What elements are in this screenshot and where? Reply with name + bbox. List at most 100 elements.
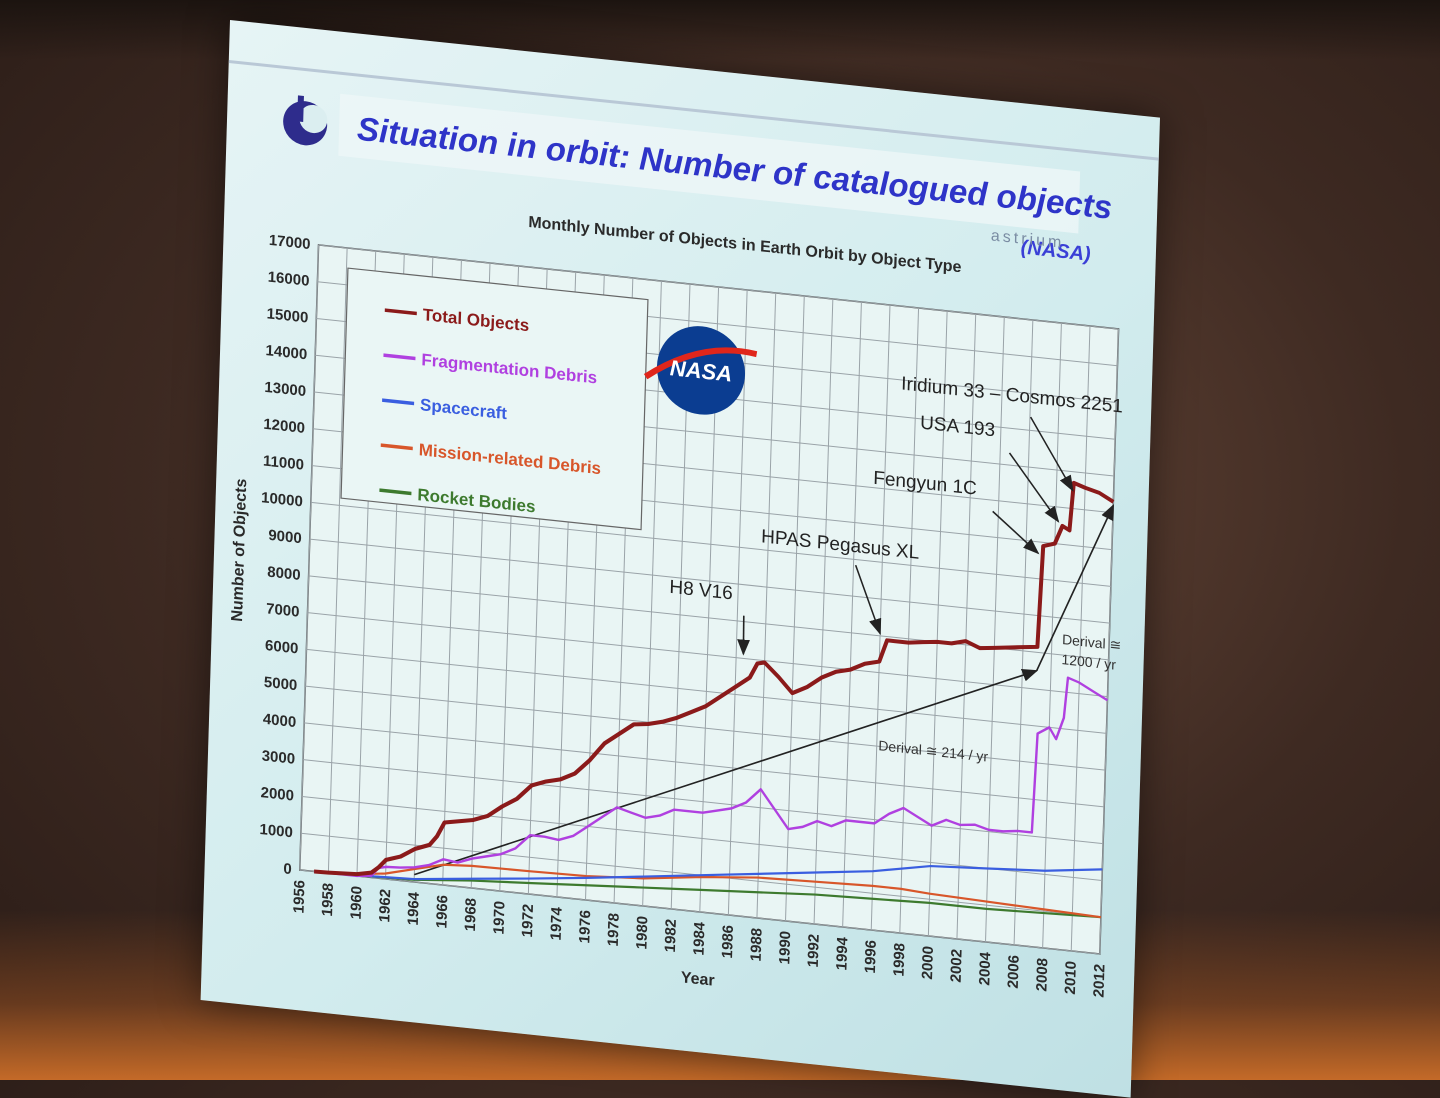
- y-gridline: [307, 612, 1108, 698]
- trend-arrow: [1035, 504, 1114, 672]
- slide-svg: Situation in orbit: Number of catalogued…: [228, 59, 1159, 998]
- y-gridline: [305, 685, 1106, 771]
- y-gridline: [306, 648, 1107, 734]
- x-tick-label: 1990: [776, 930, 794, 965]
- x-tick-label: 1994: [833, 936, 851, 972]
- y-tick-label: 3000: [261, 747, 295, 767]
- trend-arrow: [414, 668, 1039, 876]
- series-line: [314, 676, 1108, 878]
- x-tick-label: 1960: [348, 885, 366, 920]
- projected-slide: Situation in orbit: Number of catalogued…: [200, 20, 1161, 1098]
- y-tick-label: 17000: [269, 232, 311, 253]
- y-tick-label: 1000: [259, 821, 293, 841]
- y-tick-label: 14000: [265, 342, 307, 363]
- y-tick-label: 16000: [267, 269, 309, 290]
- series-line: [314, 480, 1115, 877]
- x-tick-label: 1992: [805, 933, 823, 968]
- y-tick-label: 2000: [260, 784, 294, 804]
- x-tick-label: 2008: [1033, 957, 1051, 992]
- x-gridline: [727, 289, 748, 916]
- x-gridline: [642, 280, 662, 907]
- x-tick-label: 1998: [891, 942, 909, 977]
- legend-swatch: [379, 488, 412, 496]
- x-gridline: [756, 292, 777, 919]
- legend-swatch: [384, 308, 417, 316]
- x-gridline: [1042, 322, 1062, 949]
- x-tick-label: 2010: [1062, 960, 1080, 995]
- x-axis-label: Year: [681, 968, 715, 989]
- x-gridline: [1013, 319, 1034, 946]
- annotation-arrow: [1029, 416, 1074, 492]
- x-gridline: [785, 295, 805, 922]
- x-tick-label: 2006: [1005, 954, 1023, 989]
- x-gridline: [842, 301, 862, 928]
- x-tick-label: 1962: [376, 888, 394, 923]
- chart-title: Monthly Number of Objects in Earth Orbit…: [528, 213, 962, 276]
- x-gridline: [327, 247, 348, 874]
- x-gridline: [813, 298, 834, 925]
- x-tick-label: 1986: [719, 924, 737, 959]
- series-line: [314, 864, 1103, 881]
- x-tick-label: 2004: [976, 951, 994, 987]
- title-band: [338, 93, 1081, 234]
- x-tick-label: 1982: [662, 918, 680, 953]
- y-tick-label: 10000: [261, 489, 303, 510]
- x-tick-label: 1984: [691, 921, 709, 957]
- y-gridline: [304, 722, 1105, 808]
- x-tick-label: 1976: [576, 909, 594, 944]
- x-gridline: [870, 304, 891, 931]
- y-tick-label: 9000: [268, 527, 302, 547]
- x-tick-label: 1980: [633, 915, 651, 950]
- legend-box: [340, 267, 649, 531]
- x-tick-label: 2000: [919, 945, 937, 980]
- y-tick-label: 7000: [266, 600, 300, 620]
- y-gridline: [301, 795, 1103, 881]
- x-gridline: [1070, 325, 1091, 952]
- nasa-logo-swoosh: [643, 347, 758, 380]
- x-tick-label: 1970: [491, 900, 509, 935]
- x-tick-label: 1956: [291, 879, 309, 914]
- x-tick-label: 1958: [319, 882, 337, 917]
- y-tick-label: 4000: [263, 711, 297, 731]
- annotation-arrow: [854, 564, 882, 636]
- x-tick-label: 1988: [748, 927, 766, 962]
- x-tick-label: 1966: [433, 894, 451, 929]
- y-tick-label: 12000: [263, 416, 305, 437]
- y-tick-label: 0: [283, 860, 292, 878]
- x-tick-label: 1964: [405, 891, 423, 927]
- x-tick-label: 1972: [519, 903, 537, 938]
- annotation-derival-1200-line2: 1200 / yr: [1061, 651, 1116, 673]
- left-logo-icon: [283, 95, 328, 146]
- x-gridline: [985, 316, 1005, 943]
- legend-swatch: [383, 353, 416, 361]
- y-gridline: [309, 538, 1110, 624]
- x-gridline: [899, 307, 920, 934]
- y-gridline: [310, 501, 1111, 587]
- x-gridline: [956, 313, 977, 940]
- y-axis-label: Number of Objects: [228, 478, 250, 623]
- series-line: [314, 863, 1101, 919]
- y-tick-label: 5000: [264, 674, 298, 694]
- y-tick-label: 11000: [263, 452, 304, 473]
- x-tick-label: 1996: [862, 939, 880, 974]
- x-tick-label: 1978: [605, 912, 623, 947]
- header-rule: [228, 59, 1159, 161]
- y-gridline: [303, 759, 1104, 845]
- chart-area: 0 1000 2000 3000 4000 5000 6000 7000 8000 9000 100…: [228, 232, 1123, 998]
- x-tick-label: 1968: [462, 897, 480, 932]
- y-tick-label: 13000: [264, 379, 306, 400]
- x-gridline: [299, 244, 320, 871]
- annotation-arrow: [992, 510, 1040, 555]
- y-tick-label: 15000: [266, 305, 308, 326]
- annotation-arrow: [1008, 452, 1060, 523]
- annotation-derival-1200-line1: Derival ≅: [1062, 631, 1122, 653]
- x-gridline: [1099, 328, 1120, 955]
- annotation-arrow: [737, 615, 750, 656]
- ceiling-shadow: [0, 0, 1440, 60]
- y-gridline: [299, 869, 1100, 955]
- x-gridline: [927, 310, 948, 937]
- legend-swatch: [382, 398, 415, 406]
- x-tick-label: 2012: [1091, 963, 1109, 998]
- legend-swatch: [380, 443, 413, 451]
- y-tick-label: 8000: [267, 564, 301, 584]
